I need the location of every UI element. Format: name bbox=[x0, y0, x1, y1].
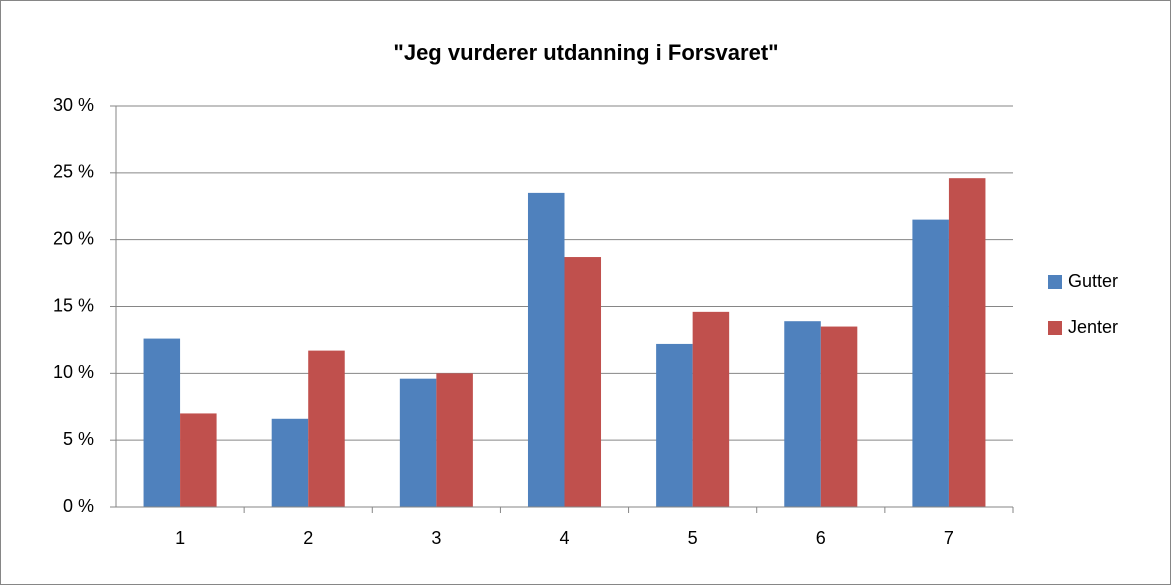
x-tick-label: 2 bbox=[303, 528, 313, 548]
chart-title: "Jeg vurderer utdanning i Forsvaret" bbox=[393, 40, 778, 65]
legend-swatch bbox=[1048, 275, 1062, 289]
bar bbox=[399, 378, 437, 507]
y-tick-label: 0 % bbox=[63, 496, 94, 516]
bar bbox=[180, 413, 217, 507]
bar bbox=[436, 373, 473, 507]
bar bbox=[656, 343, 693, 507]
x-tick-label: 1 bbox=[175, 528, 185, 548]
bar bbox=[143, 338, 181, 507]
legend-label: Gutter bbox=[1068, 271, 1118, 291]
y-tick-label: 15 % bbox=[53, 295, 94, 315]
legend-label: Jenter bbox=[1068, 317, 1118, 337]
bar bbox=[527, 192, 565, 507]
y-tick-label: 10 % bbox=[53, 362, 94, 382]
y-tick-label: 20 % bbox=[53, 228, 94, 248]
x-tick-label: 7 bbox=[944, 528, 954, 548]
bar bbox=[784, 321, 821, 507]
bar bbox=[912, 219, 949, 507]
x-tick-label: 6 bbox=[816, 528, 826, 548]
y-tick-label: 5 % bbox=[63, 429, 94, 449]
bar bbox=[308, 350, 345, 507]
x-tick-label: 5 bbox=[688, 528, 698, 548]
bar bbox=[692, 311, 730, 507]
bar bbox=[271, 418, 309, 507]
y-tick-label: 30 % bbox=[53, 95, 94, 115]
bar bbox=[820, 326, 858, 507]
x-tick-label: 4 bbox=[559, 528, 569, 548]
legend-swatch bbox=[1048, 321, 1062, 335]
bar bbox=[564, 257, 602, 507]
bar bbox=[948, 178, 986, 507]
y-tick-label: 25 % bbox=[53, 162, 94, 182]
x-tick-label: 3 bbox=[431, 528, 441, 548]
